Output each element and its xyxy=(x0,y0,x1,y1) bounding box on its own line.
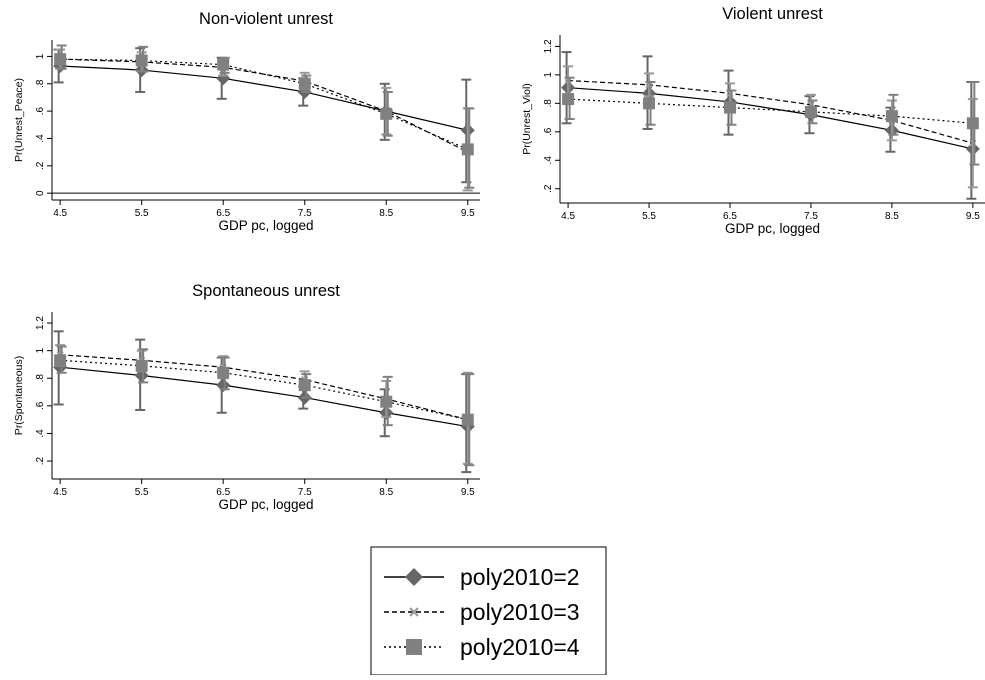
series-line xyxy=(60,58,469,153)
x-tick-label: 8.5 xyxy=(885,211,899,222)
data-point xyxy=(217,58,230,71)
data-point xyxy=(54,354,67,367)
legend-label: poly2010=3 xyxy=(460,599,580,625)
x-tick-label: 6.5 xyxy=(216,487,230,498)
data-point xyxy=(298,77,311,90)
y-tick-label: 1 xyxy=(543,72,554,78)
chart-panel-2: Violent unrest 4.5 5.5 6.5 7.5 8.5 9.5 .2 .4 .6 .8… xyxy=(521,5,985,236)
series-1 xyxy=(53,47,475,184)
data-point xyxy=(461,143,474,156)
series-1 xyxy=(53,330,475,474)
data-point xyxy=(966,117,979,130)
y-tick-label: .8 xyxy=(543,99,554,108)
x-tick-label: 4.5 xyxy=(561,211,575,222)
series-line xyxy=(60,359,468,421)
x-tick-label: 7.5 xyxy=(804,211,818,222)
series-3 xyxy=(54,44,475,189)
y-tick-label: 0 xyxy=(35,190,46,196)
x-axis-label: GDP pc, logged xyxy=(725,221,820,236)
x-tick-label: 7.5 xyxy=(298,487,312,498)
y-tick-label: .8 xyxy=(35,374,46,383)
series-2 xyxy=(563,65,978,189)
x-tick-label: 8.5 xyxy=(379,208,393,219)
y-tick-label: .6 xyxy=(543,127,554,136)
chart-title: Violent unrest xyxy=(722,5,823,23)
data-point xyxy=(724,101,736,114)
y-tick-label: .4 xyxy=(35,134,46,143)
chart-panel-1: Non-violent unrest 4.5 5.5 6.5 7.5 8.5 9.5 0 .2.… xyxy=(13,10,480,233)
legend-marker-square xyxy=(406,639,422,655)
series-line xyxy=(60,58,469,150)
series-3 xyxy=(562,76,980,166)
legend-label: poly2010=4 xyxy=(460,634,580,660)
y-tick-label: 1.2 xyxy=(543,39,554,53)
y-tick-label: .2 xyxy=(35,456,46,465)
series-2 xyxy=(55,48,473,192)
x-tick-label: 5.5 xyxy=(642,211,656,222)
x-tick-label: 5.5 xyxy=(135,208,149,219)
data-point xyxy=(461,413,474,426)
data-point xyxy=(380,107,393,120)
legend-label: poly2010=2 xyxy=(460,564,580,590)
series-line xyxy=(60,354,468,421)
x-tick-label: 9.5 xyxy=(966,211,980,222)
y-tick-label: 1 xyxy=(35,347,46,353)
series-line xyxy=(60,65,468,131)
x-axis-label: GDP pc, logged xyxy=(218,497,313,512)
x-tick-label: 9.5 xyxy=(461,208,475,219)
y-tick-label: .6 xyxy=(35,107,46,116)
y-tick-label: .2 xyxy=(35,161,46,170)
x-tick-label: 8.5 xyxy=(379,487,393,498)
series-line xyxy=(568,98,973,124)
data-point xyxy=(135,359,148,372)
data-point xyxy=(298,379,311,392)
chart-panel-3: Spontaneous unrest 4.5 5.5 6.5 7.5 8.5 9.5 .2 .4… xyxy=(13,282,480,512)
x-tick-label: 5.5 xyxy=(135,487,149,498)
y-tick-label: .8 xyxy=(35,79,46,88)
x-tick-label: 7.5 xyxy=(298,208,312,219)
series-line xyxy=(568,87,973,150)
data-point xyxy=(562,93,575,106)
y-tick-label: .4 xyxy=(543,156,554,165)
series-line xyxy=(568,79,974,144)
y-tick-label: 1 xyxy=(35,53,46,59)
legend: poly2010=2 poly2010=3 poly2010=4 xyxy=(370,546,607,676)
x-axis-label: GDP pc, logged xyxy=(218,218,313,233)
series-1 xyxy=(561,51,980,200)
x-tick-label: 9.5 xyxy=(461,487,475,498)
series-line xyxy=(60,366,468,428)
x-tick-label: 4.5 xyxy=(53,487,67,498)
data-point xyxy=(380,395,393,408)
y-tick-label: .6 xyxy=(35,401,46,410)
x-tick-label: 6.5 xyxy=(723,211,737,222)
y-tick-label: .4 xyxy=(35,429,46,438)
y-axis-label: Pr(Spontaneous) xyxy=(13,356,25,435)
y-axis-label: Pr(Unrest_Peace) xyxy=(13,78,25,162)
y-axis-label: Pr(Unrest_Viol) xyxy=(521,83,533,155)
y-tick-label: 1.2 xyxy=(35,316,46,330)
series-2 xyxy=(55,344,473,465)
data-point xyxy=(885,110,898,123)
y-tick-label: .2 xyxy=(543,184,554,193)
x-tick-label: 6.5 xyxy=(216,208,230,219)
x-tick-label: 4.5 xyxy=(53,208,67,219)
data-point xyxy=(643,97,656,110)
data-point xyxy=(804,105,817,118)
chart-title: Non-violent unrest xyxy=(199,10,333,28)
legend-marker-x xyxy=(409,607,419,617)
data-point xyxy=(135,54,148,67)
data-point xyxy=(54,53,67,66)
series-3 xyxy=(54,345,475,467)
legend-marker-diamond xyxy=(405,568,423,586)
data-point xyxy=(217,366,230,379)
chart-title: Spontaneous unrest xyxy=(192,282,340,300)
